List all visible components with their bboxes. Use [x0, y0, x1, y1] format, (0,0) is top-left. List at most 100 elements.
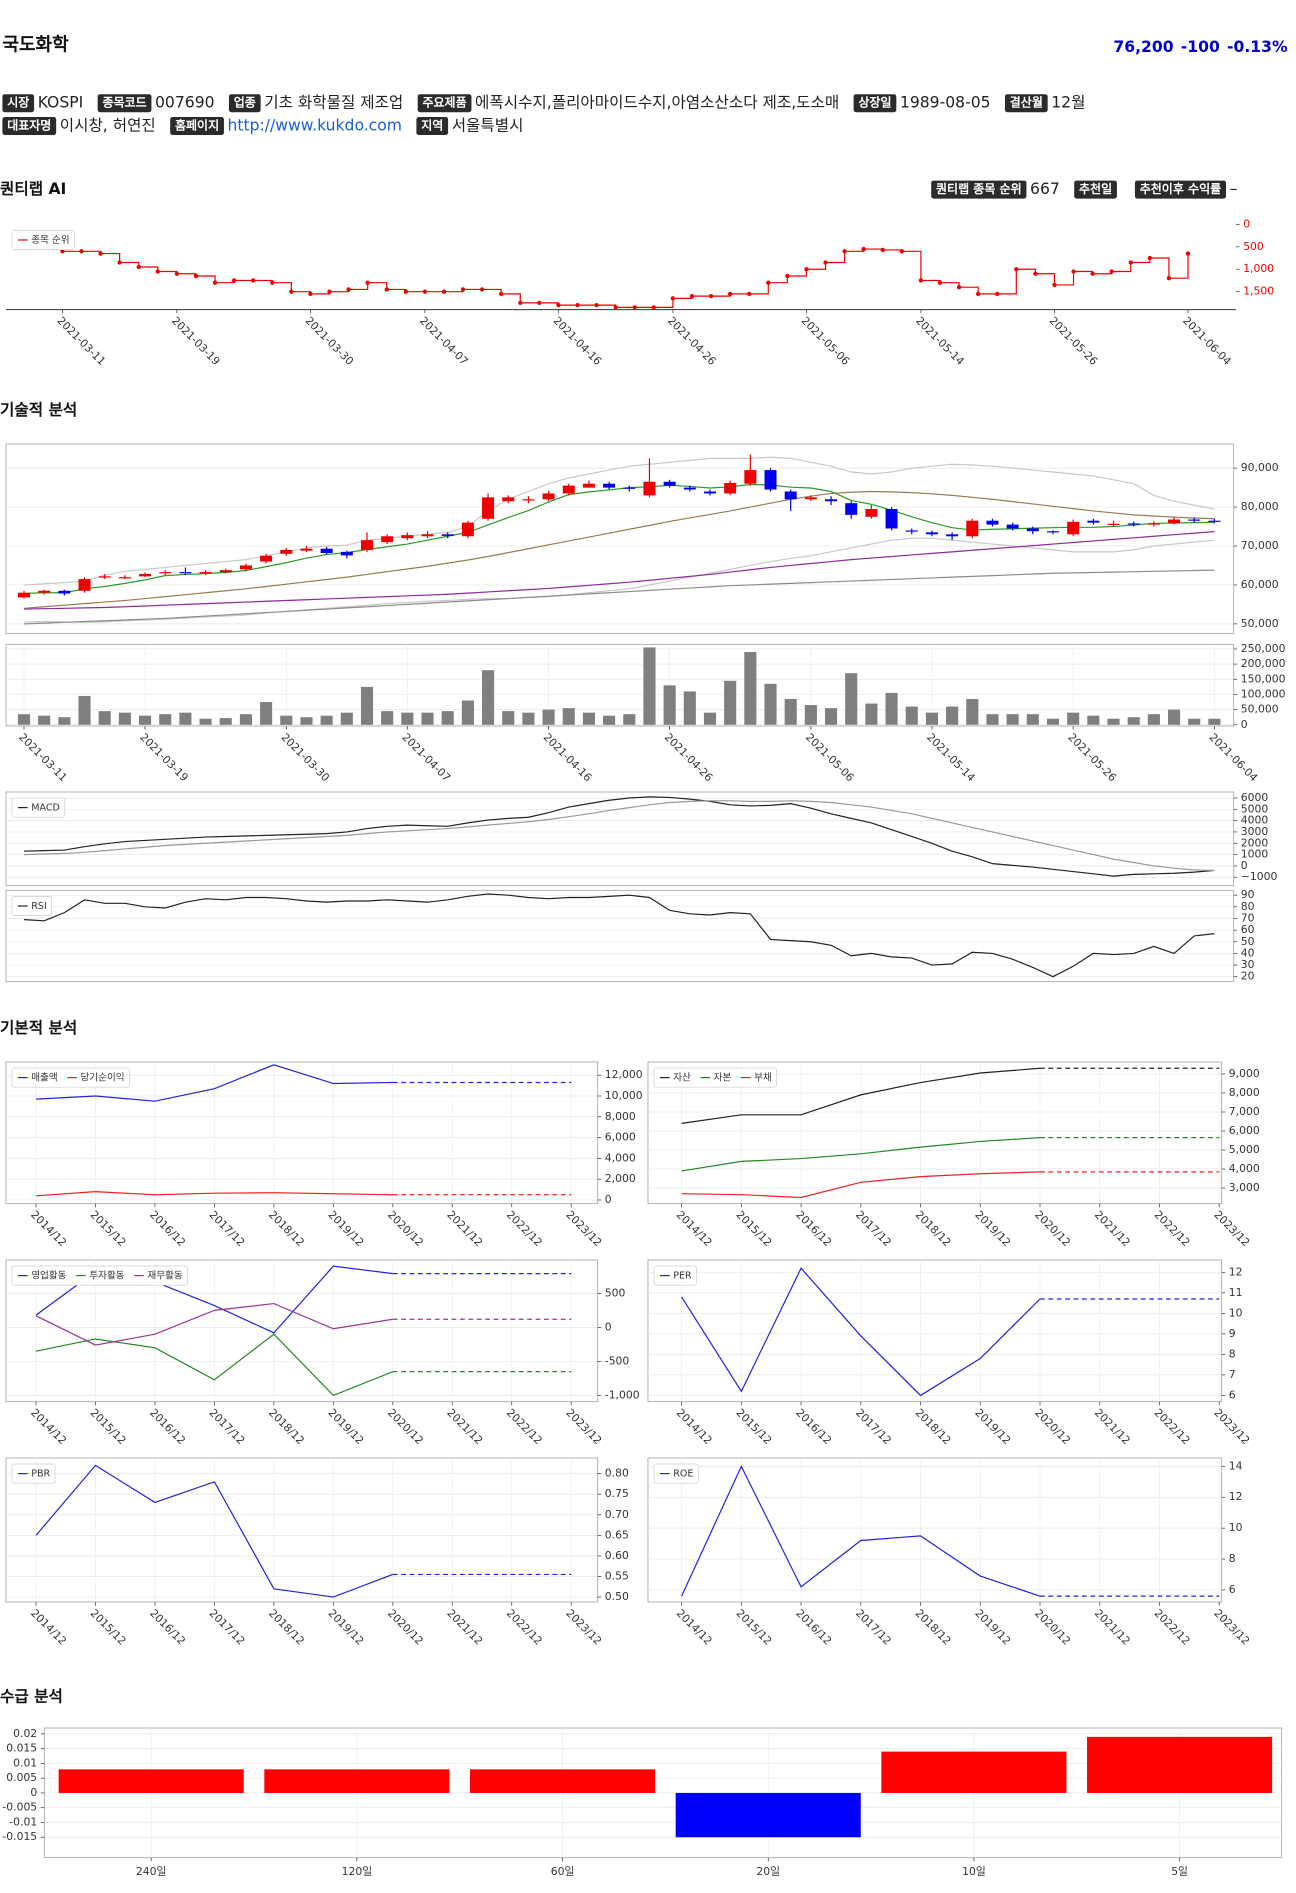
series-line: [23, 800, 1215, 872]
x-tick-label: 2015/12: [88, 1607, 129, 1648]
bar: [1087, 1736, 1273, 1793]
candle-body: [280, 549, 293, 554]
x-tick-label: 2016/12: [147, 1406, 188, 1447]
x-tick-label: 120일: [342, 1864, 373, 1878]
rank-point: [155, 269, 160, 274]
bar: [17, 714, 31, 725]
bar: [946, 706, 959, 725]
bar: [905, 706, 918, 725]
y-tick-label: 6: [1229, 1583, 1236, 1596]
y-tick-label: 12: [1229, 1265, 1243, 1278]
y-tick-label: 0: [1241, 859, 1248, 872]
legend-label: 부채: [754, 1073, 772, 1084]
rank-point: [1033, 271, 1038, 276]
y-tick-label: 1,000: [1243, 262, 1274, 275]
bar: [824, 708, 838, 725]
candle-body: [98, 576, 111, 578]
legend-box: [653, 1463, 699, 1484]
legend-box: [11, 1265, 188, 1286]
legend-label: 당기순이익: [80, 1072, 124, 1084]
candle-body: [522, 499, 535, 501]
x-tick-label: 2015/12: [88, 1208, 129, 1249]
legend-label: RSI: [31, 901, 47, 912]
badge: [2, 117, 57, 135]
candle-body: [482, 497, 495, 519]
candle-body: [219, 570, 232, 573]
bar: [784, 699, 797, 725]
x-tick-label: 2021-05-26: [1065, 731, 1119, 785]
rank-point: [537, 300, 542, 306]
candle-body: [159, 572, 172, 574]
homepage-link[interactable]: http://www.kukdo.com: [228, 117, 402, 135]
x-tick-label: 2021-03-30: [303, 314, 357, 368]
y-tick-label: 50: [1241, 935, 1255, 948]
x-tick-label: 2022/12: [504, 1406, 545, 1447]
y-tick-label: 0.70: [605, 1508, 629, 1521]
badge: [417, 94, 472, 113]
candle-body: [199, 572, 212, 574]
y-tick-label: -0.015: [2, 1830, 37, 1843]
bar: [78, 695, 91, 725]
rank-point: [60, 249, 65, 254]
candle-body: [320, 548, 333, 554]
y-tick-label: 6,000: [1229, 1124, 1260, 1137]
rank-point: [251, 278, 256, 283]
bar: [239, 714, 252, 725]
y-tick-label: 60,000: [1241, 578, 1279, 591]
bar: [1006, 714, 1019, 725]
bar: [179, 712, 192, 725]
x-tick-label: 2019/12: [325, 1208, 366, 1249]
x-tick-label: 2015/12: [88, 1406, 129, 1447]
x-tick-label: 2014/12: [28, 1208, 69, 1249]
badge-label: 추천이후 수익률: [1140, 181, 1221, 196]
bar: [1167, 709, 1181, 725]
y-tick-label: 7,000: [1229, 1105, 1260, 1118]
y-tick-label: 0.75: [605, 1487, 629, 1500]
rank-point: [1071, 269, 1076, 274]
price: 76,200: [1113, 37, 1173, 55]
section-title: 수급 분석: [0, 1687, 63, 1705]
x-tick-label: 2016/12: [793, 1607, 834, 1648]
x-tick-label: 2023/12: [1211, 1607, 1252, 1648]
badge: [931, 180, 1027, 199]
y-tick-label: 11: [1229, 1286, 1243, 1299]
info-value: 12월: [1051, 94, 1085, 112]
y-tick-label: 4,000: [1229, 1162, 1260, 1175]
x-tick-label: 2021-05-06: [799, 314, 853, 368]
bar: [675, 1792, 861, 1838]
candle-body: [1127, 523, 1140, 525]
bar: [98, 711, 111, 725]
legend-label: MACD: [31, 803, 60, 814]
rank-point: [384, 287, 389, 292]
rank-point: [689, 293, 695, 299]
x-tick-label: 2021/12: [1092, 1607, 1133, 1648]
x-tick-label: 2022/12: [504, 1607, 545, 1648]
bar: [219, 718, 232, 725]
badge: [1004, 94, 1048, 113]
y-tick-label: 0.55: [605, 1569, 629, 1582]
rank-point: [861, 246, 866, 252]
x-tick-label: 2023/12: [1211, 1406, 1252, 1447]
legend-label: ROE: [673, 1469, 693, 1480]
candle-body: [1067, 521, 1080, 535]
y-tick-label: 30: [1241, 958, 1255, 971]
x-tick-label: 2016/12: [147, 1208, 188, 1249]
x-tick-label: 2021-03-19: [169, 314, 223, 368]
rank-point: [422, 289, 428, 294]
plot-frame: [5, 1457, 599, 1603]
bar: [58, 717, 71, 725]
info-value: 007690: [155, 94, 215, 112]
x-tick-label: 2021-04-16: [551, 314, 605, 368]
rank-point: [1014, 267, 1019, 272]
rank-point: [727, 291, 733, 297]
x-tick-label: 2014/12: [28, 1607, 69, 1648]
bar: [1208, 718, 1221, 725]
rank-point: [136, 264, 141, 270]
x-tick-label: 2018/12: [266, 1208, 307, 1249]
rank-point: [804, 267, 809, 272]
x-tick-label: 2020/12: [1032, 1406, 1073, 1447]
plot-frame: [5, 889, 1235, 983]
legend-label: 재무활동: [147, 1270, 182, 1282]
y-tick-label: 8: [1229, 1347, 1236, 1360]
